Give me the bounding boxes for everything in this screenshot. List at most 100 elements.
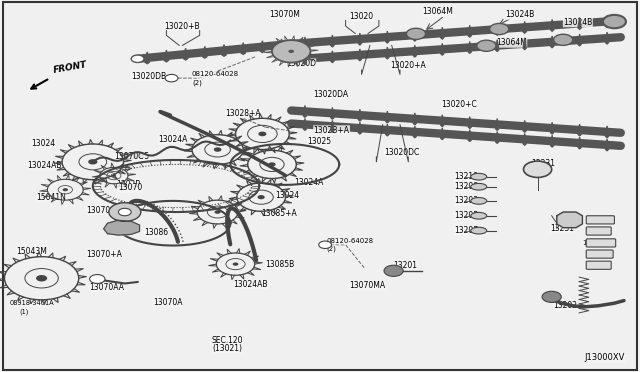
Text: 13210: 13210 [589, 217, 611, 223]
Text: J13000XV: J13000XV [584, 353, 625, 362]
Polygon shape [550, 19, 554, 31]
Text: (2): (2) [192, 79, 202, 86]
FancyBboxPatch shape [586, 261, 611, 269]
Text: SEC.120: SEC.120 [211, 336, 243, 345]
Polygon shape [413, 113, 417, 125]
Ellipse shape [471, 173, 487, 180]
Polygon shape [495, 40, 499, 51]
Text: 13025: 13025 [307, 137, 332, 146]
Text: 1302B+A: 1302B+A [314, 126, 349, 135]
Polygon shape [260, 41, 264, 52]
Polygon shape [441, 27, 444, 39]
Text: 13024B: 13024B [563, 18, 593, 27]
Polygon shape [468, 25, 471, 37]
Text: 13020DA: 13020DA [314, 90, 349, 99]
Polygon shape [605, 32, 609, 44]
Text: 13209: 13209 [454, 182, 479, 191]
Polygon shape [578, 34, 581, 46]
Polygon shape [358, 109, 362, 121]
Polygon shape [468, 117, 471, 128]
Circle shape [233, 263, 238, 266]
FancyBboxPatch shape [3, 2, 637, 370]
Polygon shape [303, 37, 307, 49]
Polygon shape [605, 126, 609, 138]
Polygon shape [523, 134, 526, 145]
Circle shape [214, 147, 221, 152]
Text: 13020+A: 13020+A [390, 61, 426, 70]
Polygon shape [145, 52, 149, 64]
Text: 13020DB: 13020DB [131, 72, 166, 81]
Text: 13020D: 13020D [286, 59, 316, 68]
Text: 13070: 13070 [118, 183, 143, 192]
Polygon shape [578, 124, 581, 136]
Circle shape [36, 275, 47, 282]
Polygon shape [358, 49, 362, 61]
Circle shape [406, 28, 426, 39]
Text: 13085: 13085 [125, 152, 150, 161]
Polygon shape [495, 23, 499, 35]
Polygon shape [358, 122, 362, 134]
Ellipse shape [471, 227, 487, 234]
Text: 13203M: 13203M [582, 240, 611, 246]
FancyBboxPatch shape [586, 250, 613, 258]
Text: 08120-64028: 08120-64028 [326, 238, 374, 244]
Text: 13085B: 13085B [266, 260, 295, 269]
Text: 13070M: 13070M [269, 10, 300, 19]
Text: 13024AB: 13024AB [28, 161, 62, 170]
Polygon shape [222, 45, 226, 56]
Circle shape [109, 203, 141, 221]
Text: 1302B: 1302B [116, 180, 140, 189]
Polygon shape [523, 121, 526, 132]
Polygon shape [303, 53, 307, 64]
Circle shape [288, 50, 294, 53]
Text: 13064M: 13064M [422, 7, 453, 16]
Text: 13086: 13086 [144, 228, 168, 237]
FancyBboxPatch shape [586, 239, 616, 247]
Polygon shape [280, 39, 284, 51]
Text: 13070AA: 13070AA [90, 283, 125, 292]
Circle shape [524, 161, 552, 177]
Text: 13024A: 13024A [158, 135, 188, 144]
Polygon shape [557, 212, 582, 228]
Circle shape [272, 40, 310, 62]
Polygon shape [523, 38, 526, 49]
Polygon shape [413, 45, 417, 57]
Ellipse shape [471, 198, 487, 204]
Text: 13201: 13201 [394, 262, 418, 270]
Circle shape [477, 40, 496, 51]
Text: 13070MA: 13070MA [349, 281, 385, 290]
Polygon shape [413, 126, 417, 138]
Text: 13024AB: 13024AB [234, 280, 268, 289]
Ellipse shape [471, 212, 487, 219]
Text: 13070+A: 13070+A [86, 250, 122, 259]
Text: 13205: 13205 [589, 251, 611, 257]
Circle shape [214, 210, 221, 214]
Polygon shape [468, 130, 471, 141]
Text: 08120-64028: 08120-64028 [192, 71, 239, 77]
Text: 13210: 13210 [454, 172, 479, 181]
Polygon shape [184, 48, 188, 60]
Polygon shape [550, 122, 554, 134]
Polygon shape [578, 17, 581, 29]
Polygon shape [441, 128, 444, 140]
Text: 13231: 13231 [550, 224, 575, 233]
Circle shape [88, 159, 97, 164]
Text: 11209: 11209 [589, 228, 611, 234]
Text: FRONT: FRONT [52, 60, 88, 75]
Text: 13020DC: 13020DC [384, 148, 419, 157]
Ellipse shape [471, 183, 487, 190]
Polygon shape [468, 42, 471, 53]
Polygon shape [386, 47, 389, 59]
Circle shape [131, 55, 144, 62]
Text: 15041N: 15041N [36, 193, 66, 202]
Text: 15043M: 15043M [16, 247, 47, 256]
Polygon shape [331, 51, 334, 62]
Polygon shape [441, 115, 444, 126]
Polygon shape [303, 106, 307, 117]
Text: 13205: 13205 [454, 211, 479, 220]
Text: 13070CA: 13070CA [86, 206, 121, 215]
Text: 13207: 13207 [589, 262, 611, 268]
Text: 13028+A: 13028+A [225, 109, 261, 118]
Polygon shape [386, 111, 389, 123]
Text: 13020+C: 13020+C [442, 100, 477, 109]
